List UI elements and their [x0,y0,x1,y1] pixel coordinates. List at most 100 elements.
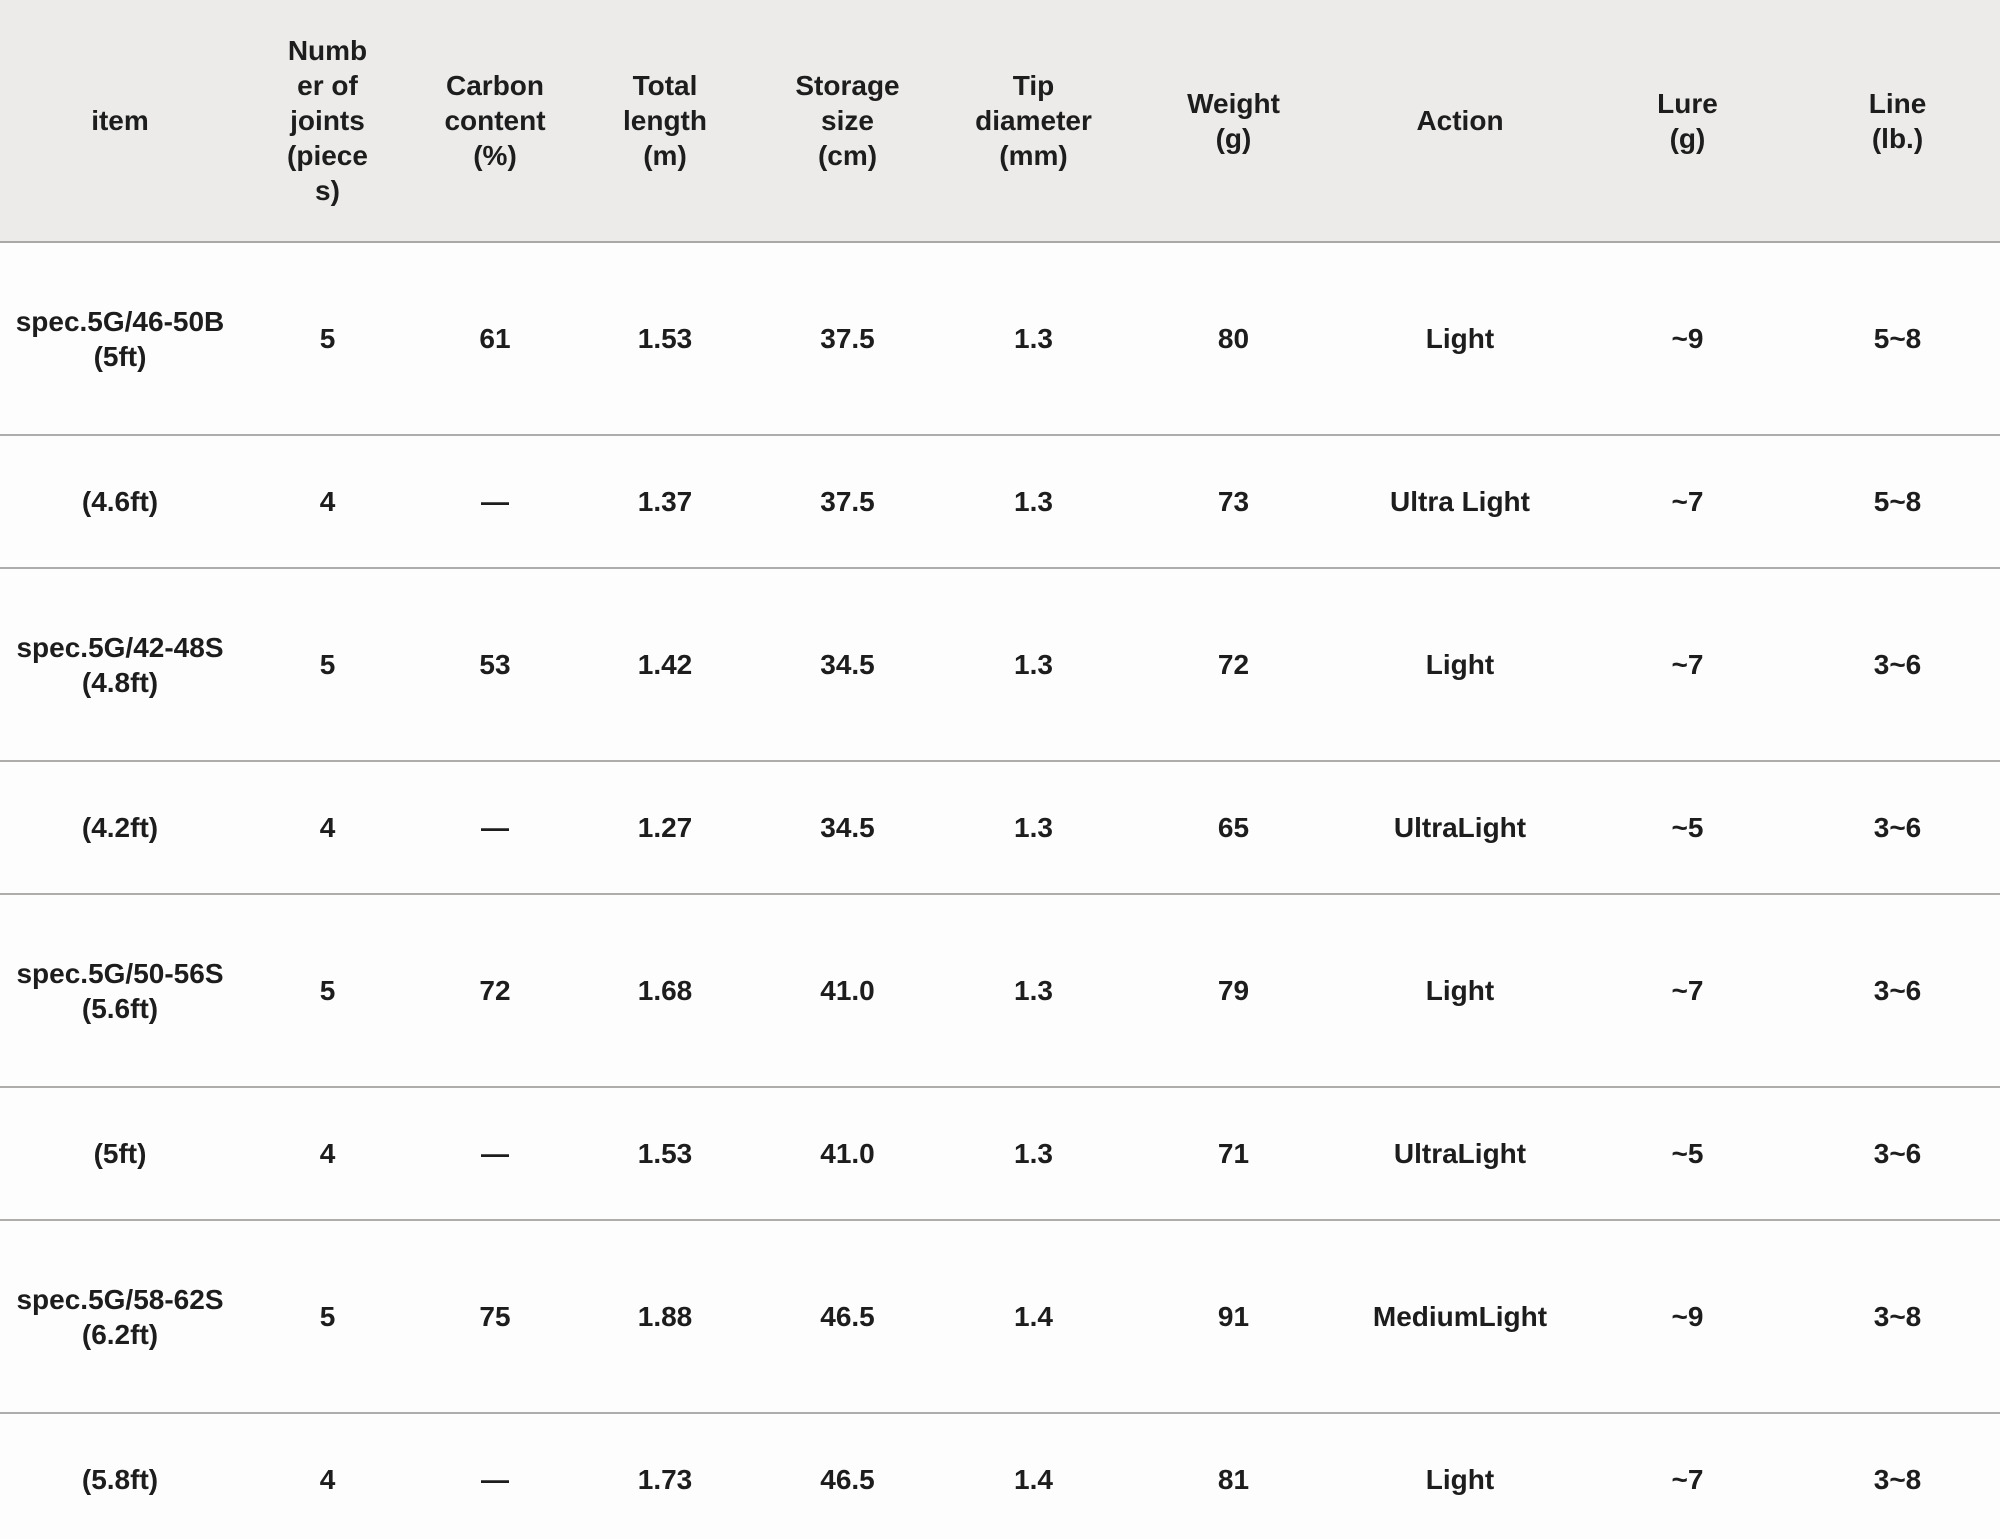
cell-total-length: 1.88 [575,1220,755,1414]
cell-carbon: 72 [415,894,575,1088]
cell-joints: 5 [240,242,415,436]
spec-table-body: spec.5G/46-50B (5ft) 5 61 1.53 37.5 1.3 … [0,242,2000,1539]
cell-item: (4.6ft) [0,435,240,569]
cell-tip-diameter: 1.3 [940,242,1127,436]
cell-weight: 81 [1127,1413,1340,1539]
cell-item: (5ft) [0,1087,240,1221]
cell-carbon: — [415,761,575,895]
cell-storage-size: 34.5 [755,761,940,895]
cell-carbon: — [415,1087,575,1221]
cell-action: UltraLight [1340,1087,1580,1221]
column-header-joints: Numb er of joints (piece s) [240,0,415,243]
cell-total-length: 1.68 [575,894,755,1088]
column-header-total-length: Total length (m) [575,0,755,243]
column-header-storage-size: Storage size (cm) [755,0,940,243]
cell-joints: 4 [240,761,415,895]
table-row: spec.5G/42-48S (4.8ft) 5 53 1.42 34.5 1.… [0,568,2000,762]
cell-line: 3~6 [1795,761,2000,895]
cell-lure: ~5 [1580,1087,1795,1221]
cell-action: MediumLight [1340,1220,1580,1414]
cell-tip-diameter: 1.4 [940,1220,1127,1414]
cell-storage-size: 34.5 [755,568,940,762]
cell-lure: ~9 [1580,1220,1795,1414]
spec-table-header: item Numb er of joints (piece s) Carbon … [0,0,2000,243]
cell-total-length: 1.27 [575,761,755,895]
cell-total-length: 1.53 [575,1087,755,1221]
cell-storage-size: 37.5 [755,435,940,569]
cell-line: 3~8 [1795,1413,2000,1539]
cell-storage-size: 41.0 [755,894,940,1088]
cell-weight: 80 [1127,242,1340,436]
cell-tip-diameter: 1.3 [940,1087,1127,1221]
table-row: (5.8ft) 4 — 1.73 46.5 1.4 81 Light ~7 3~… [0,1413,2000,1539]
cell-joints: 4 [240,1413,415,1539]
cell-tip-diameter: 1.3 [940,761,1127,895]
column-header-item: item [0,0,240,243]
cell-action: Light [1340,894,1580,1088]
header-row: item Numb er of joints (piece s) Carbon … [0,0,2000,243]
column-header-weight: Weight (g) [1127,0,1340,243]
table-row: spec.5G/58-62S (6.2ft) 5 75 1.88 46.5 1.… [0,1220,2000,1414]
column-header-tip-diameter: Tip diameter (mm) [940,0,1127,243]
cell-line: 3~8 [1795,1220,2000,1414]
cell-item: (4.2ft) [0,761,240,895]
cell-total-length: 1.73 [575,1413,755,1539]
column-header-line: Line (lb.) [1795,0,2000,243]
cell-carbon: — [415,435,575,569]
table-row: spec.5G/46-50B (5ft) 5 61 1.53 37.5 1.3 … [0,242,2000,436]
cell-lure: ~9 [1580,242,1795,436]
cell-item: spec.5G/50-56S (5.6ft) [0,894,240,1088]
cell-joints: 5 [240,894,415,1088]
cell-joints: 5 [240,1220,415,1414]
cell-lure: ~7 [1580,1413,1795,1539]
cell-lure: ~7 [1580,435,1795,569]
cell-carbon: 61 [415,242,575,436]
table-row: spec.5G/50-56S (5.6ft) 5 72 1.68 41.0 1.… [0,894,2000,1088]
cell-storage-size: 46.5 [755,1413,940,1539]
cell-lure: ~7 [1580,894,1795,1088]
cell-total-length: 1.42 [575,568,755,762]
cell-joints: 4 [240,435,415,569]
cell-line: 5~8 [1795,242,2000,436]
cell-tip-diameter: 1.3 [940,568,1127,762]
cell-lure: ~5 [1580,761,1795,895]
cell-action: Light [1340,242,1580,436]
cell-action: Light [1340,1413,1580,1539]
cell-total-length: 1.37 [575,435,755,569]
cell-item: spec.5G/58-62S (6.2ft) [0,1220,240,1414]
cell-action: Ultra Light [1340,435,1580,569]
column-header-lure: Lure (g) [1580,0,1795,243]
table-row: (4.2ft) 4 — 1.27 34.5 1.3 65 UltraLight … [0,761,2000,895]
table-row: (5ft) 4 — 1.53 41.0 1.3 71 UltraLight ~5… [0,1087,2000,1221]
cell-lure: ~7 [1580,568,1795,762]
cell-weight: 91 [1127,1220,1340,1414]
cell-item: spec.5G/46-50B (5ft) [0,242,240,436]
cell-item: (5.8ft) [0,1413,240,1539]
cell-line: 3~6 [1795,568,2000,762]
cell-carbon: — [415,1413,575,1539]
cell-weight: 73 [1127,435,1340,569]
column-header-action: Action [1340,0,1580,243]
column-header-carbon: Carbon content (%) [415,0,575,243]
cell-carbon: 53 [415,568,575,762]
cell-storage-size: 46.5 [755,1220,940,1414]
table-row: (4.6ft) 4 — 1.37 37.5 1.3 73 Ultra Light… [0,435,2000,569]
cell-weight: 79 [1127,894,1340,1088]
cell-weight: 72 [1127,568,1340,762]
cell-total-length: 1.53 [575,242,755,436]
cell-tip-diameter: 1.4 [940,1413,1127,1539]
cell-joints: 4 [240,1087,415,1221]
cell-line: 3~6 [1795,1087,2000,1221]
cell-action: UltraLight [1340,761,1580,895]
cell-line: 5~8 [1795,435,2000,569]
cell-weight: 71 [1127,1087,1340,1221]
cell-tip-diameter: 1.3 [940,435,1127,569]
cell-action: Light [1340,568,1580,762]
cell-joints: 5 [240,568,415,762]
cell-weight: 65 [1127,761,1340,895]
cell-carbon: 75 [415,1220,575,1414]
cell-line: 3~6 [1795,894,2000,1088]
cell-storage-size: 41.0 [755,1087,940,1221]
cell-storage-size: 37.5 [755,242,940,436]
